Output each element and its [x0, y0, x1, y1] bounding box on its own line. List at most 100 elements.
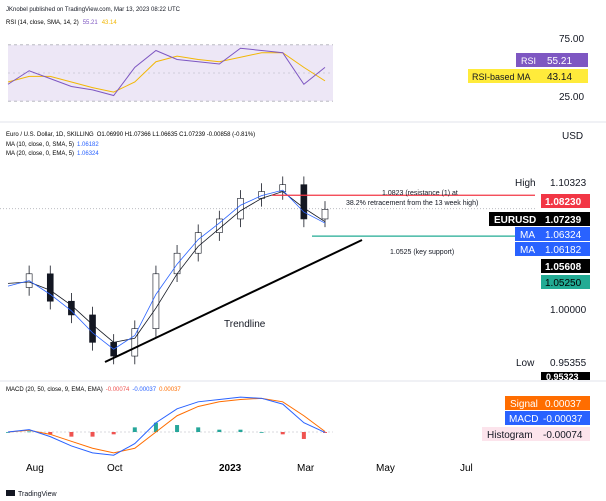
macd-hist-bar [6, 432, 10, 433]
rsi-legend-ma-value: 43.14 [102, 20, 118, 26]
macd-hist-bar [90, 432, 95, 437]
signal-badge: Signal [510, 399, 538, 410]
rsi-badge: RSI [521, 56, 536, 66]
x-tick-mar: Mar [297, 463, 315, 474]
hist-value-bg [541, 427, 590, 441]
macd-histogram [6, 422, 327, 439]
ma20-tag: 1.06324 [545, 230, 582, 241]
resistance-tag: 1.08230 [545, 197, 582, 208]
ma10-legend-label: MA (10, close, 0, SMA, 5) [6, 142, 74, 148]
rsi-ma-line [7, 52, 326, 93]
x-axis: Aug Oct 2023 Mar May Jul [26, 463, 473, 474]
macd-badge: MACD [509, 414, 538, 425]
symbol-tag: EURUSD [494, 215, 536, 226]
macd-value: -0.00037 [543, 414, 583, 425]
resistance-note-2: 38.2% retracement from the 13 week high) [346, 200, 478, 207]
rsi-badge-bg [516, 53, 541, 67]
macd-hist-bar [175, 425, 180, 432]
rsi-line [7, 47, 326, 97]
candle-body [321, 209, 329, 220]
low-cut-tag: 0.95323 [546, 372, 579, 382]
low-label: Low [516, 358, 535, 369]
rsi-ma-badge: RSI-based MA [472, 72, 531, 82]
macd-hist-bar [323, 432, 327, 433]
currency-label: USD [562, 131, 583, 142]
ma20-line [7, 191, 326, 343]
macd-hist-bar [69, 432, 74, 437]
low-cut-tag-bg [541, 372, 590, 380]
ma10-tag-label-bg [515, 242, 541, 256]
hist-value: -0.00074 [543, 430, 583, 441]
macd-hist-bar [48, 432, 53, 435]
macd-value-bg [541, 411, 590, 425]
price-panel: Euro / U.S. Dollar, 1D, SKILLING O1.06990… [0, 131, 590, 382]
rsi-legend-label: RSI (14, close, SMA, 14, 2) [6, 20, 79, 26]
macd-hist-bar [280, 432, 285, 435]
candle-body [237, 198, 244, 220]
axis-1-00000: 1.00000 [550, 305, 587, 316]
ma10-legend: MA (10, close, 0, SMA, 5) 1.06182 [6, 142, 99, 148]
candle-body [46, 273, 54, 302]
candle-body [131, 328, 139, 357]
macd-legend-signal: 0.00037 [159, 387, 181, 393]
ma20-tag-bg [541, 227, 590, 241]
ma20-tag-label-bg [515, 227, 541, 241]
macd-legend-hist: -0.00074 [106, 387, 130, 393]
support-note: 1.0525 (key support) [390, 249, 454, 256]
symbol-tag-bg [489, 212, 541, 226]
last-tag-bg [541, 212, 590, 226]
rsi-legend-value: 55.21 [83, 20, 99, 26]
candle-body [300, 184, 308, 220]
ma10-tag-bg [541, 242, 590, 256]
macd-hist-bar [111, 432, 116, 435]
hist-badge: Histogram [487, 430, 533, 441]
price-title: Euro / U.S. Dollar, 1D, SKILLING [6, 132, 94, 138]
ma20-legend: MA (20, close, 0, EMA, 5) 1.06324 [6, 151, 99, 157]
prev-tag-bg [541, 259, 590, 273]
trendline-note: Trendline [224, 319, 266, 330]
macd-legend-macd: -0.00037 [132, 387, 156, 393]
ma20-legend-value: 1.06324 [77, 151, 99, 157]
candle-body [152, 273, 160, 329]
x-tick-2023: 2023 [219, 463, 242, 474]
macd-hist-bar [132, 427, 137, 432]
ma10-legend-value: 1.06182 [77, 142, 99, 148]
candles [25, 176, 329, 365]
macd-hist-bar [196, 427, 201, 432]
macd-hist-bar [217, 429, 222, 432]
support-tag: 1.05250 [545, 278, 582, 289]
tradingview-logo: TradingView [6, 490, 57, 498]
price-ohlc: O1.06990 H1.07366 L1.06635 C1.07239 -0.0… [97, 132, 255, 138]
resistance-tag-bg [541, 194, 590, 208]
high-value: 1.10323 [550, 178, 587, 189]
ma20-tag-label: MA [520, 230, 535, 241]
tradingview-icon [6, 490, 15, 496]
ma10-tag-label: MA [520, 245, 535, 256]
macd-hist-bar [301, 432, 306, 439]
prev-tag: 1.05608 [545, 262, 582, 273]
macd-signal-line [7, 397, 326, 454]
rsi-ma-badge-bg [468, 69, 541, 83]
high-label: High [515, 178, 536, 189]
price-title-line: Euro / U.S. Dollar, 1D, SKILLING O1.06990… [6, 132, 255, 138]
candle-body [194, 232, 202, 254]
signal-badge-bg [505, 396, 541, 410]
tradingview-logo-text: TradingView [18, 491, 57, 498]
last-tag: 1.07239 [545, 215, 582, 226]
x-tick-may: May [376, 463, 395, 474]
resistance-note-1: 1.0823 (resistance (1) at [382, 190, 458, 197]
signal-value-bg [541, 396, 590, 410]
rsi-panel: RSI (14, close, SMA, 14, 2) 55.21 43.14 75… [6, 20, 588, 103]
signal-value: 0.00037 [545, 399, 582, 410]
ma10-tag: 1.06182 [545, 245, 582, 256]
low-value: 0.95355 [550, 358, 587, 369]
x-tick-jul: Jul [460, 463, 473, 474]
macd-legend-label: MACD (20, 50, close, 9, EMA, EMA) [6, 387, 103, 393]
rsi-ma-value-bg [541, 69, 588, 83]
rsi-value-tag: 55.21 [547, 56, 572, 67]
macd-hist-bar [259, 432, 264, 433]
macd-legend: MACD (20, 50, close, 9, EMA, EMA) -0.0007… [6, 387, 181, 393]
macd-line [7, 396, 326, 456]
ma20-legend-label: MA (20, close, 0, EMA, 5) [6, 151, 74, 157]
